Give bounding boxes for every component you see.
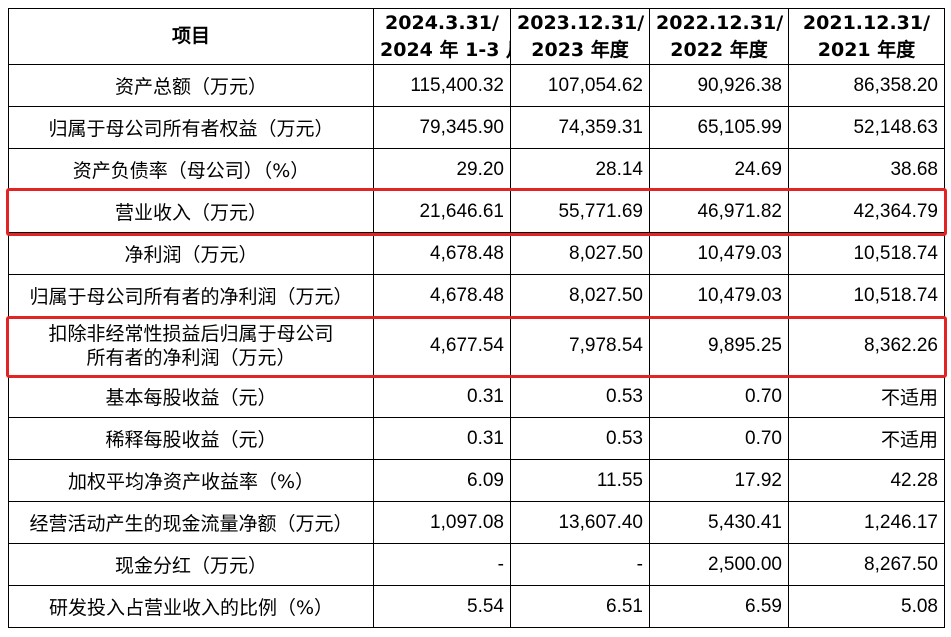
- cell-value: 6.59: [649, 585, 789, 628]
- cell-value: 28.14: [510, 148, 650, 191]
- cell-value: 65,105.99: [649, 106, 789, 149]
- header-row: 项目 2024.3.31/2024 年 1-3 月 2023.12.31/202…: [8, 8, 945, 65]
- cell-value: 10,518.74: [788, 274, 945, 317]
- financial-summary-table: 项目 2024.3.31/2024 年 1-3 月 2023.12.31/202…: [8, 8, 945, 628]
- cell-value: 8,027.50: [510, 232, 650, 275]
- cell-value: 10,479.03: [649, 232, 789, 275]
- cell-value: 42.28: [788, 459, 945, 502]
- table-row: 基本每股收益（元） 0.31 0.53 0.70 不适用: [8, 375, 945, 418]
- cell-value: 0.53: [510, 417, 650, 460]
- cell-value: -: [510, 543, 650, 586]
- cell-value: 0.53: [510, 375, 650, 418]
- row-label: 资产总额（万元）: [8, 64, 374, 107]
- cell-value: 74,359.31: [510, 106, 650, 149]
- table-row-deducted-net-profit: 扣除非经常性损益后归属于母公司 所有者的净利润（万元） 4,677.54 7,9…: [8, 316, 945, 376]
- cell-value: 4,678.48: [373, 274, 511, 317]
- cell-value: 不适用: [788, 417, 945, 460]
- cell-value: 2,500.00: [649, 543, 789, 586]
- cell-value: 7,978.54: [510, 316, 650, 376]
- cell-value: 21,646.61: [373, 190, 511, 233]
- row-label-line-2: 所有者的净利润（万元）: [86, 347, 296, 369]
- cell-value: 1,246.17: [788, 501, 945, 544]
- table-row: 资产负债率（母公司）（%） 29.20 28.14 24.69 38.68: [8, 148, 945, 191]
- header-period-2021: 2021.12.31/2021 年度: [788, 8, 945, 65]
- cell-value: 5.54: [373, 585, 511, 628]
- row-label: 营业收入（万元）: [8, 190, 374, 233]
- cell-value: 9,895.25: [649, 316, 789, 376]
- table-row: 归属于母公司所有者权益（万元） 79,345.90 74,359.31 65,1…: [8, 106, 945, 149]
- header-item: 项目: [8, 8, 374, 65]
- row-label: 研发投入占营业收入的比例（%）: [8, 585, 374, 628]
- cell-value: 1,097.08: [373, 501, 511, 544]
- cell-value: 0.31: [373, 417, 511, 460]
- table-row-revenue: 营业收入（万元） 21,646.61 55,771.69 46,971.82 4…: [8, 190, 945, 233]
- table-row: 稀释每股收益（元） 0.31 0.53 0.70 不适用: [8, 417, 945, 460]
- row-label-line-1: 扣除非经常性损益后归属于母公司: [48, 323, 334, 345]
- cell-value: 6.51: [510, 585, 650, 628]
- row-label: 现金分红（万元）: [8, 543, 374, 586]
- row-label: 扣除非经常性损益后归属于母公司 所有者的净利润（万元）: [8, 316, 374, 376]
- table-row: 资产总额（万元） 115,400.32 107,054.62 90,926.38…: [8, 64, 945, 107]
- header-period-2022: 2022.12.31/2022 年度: [649, 8, 789, 65]
- cell-value: 29.20: [373, 148, 511, 191]
- cell-value: 107,054.62: [510, 64, 650, 107]
- cell-value: 0.31: [373, 375, 511, 418]
- cell-value: 55,771.69: [510, 190, 650, 233]
- cell-value: 42,364.79: [788, 190, 945, 233]
- cell-value: 10,518.74: [788, 232, 945, 275]
- table-row: 净利润（万元） 4,678.48 8,027.50 10,479.03 10,5…: [8, 232, 945, 275]
- cell-value: 5.08: [788, 585, 945, 628]
- cell-value: 4,678.48: [373, 232, 511, 275]
- cell-value: 115,400.32: [373, 64, 511, 107]
- cell-value: 6.09: [373, 459, 511, 502]
- cell-value: 4,677.54: [373, 316, 511, 376]
- cell-value: 11.55: [510, 459, 650, 502]
- cell-value: 17.92: [649, 459, 789, 502]
- cell-value: 13,607.40: [510, 501, 650, 544]
- row-label: 归属于母公司所有者的净利润（万元）: [8, 274, 374, 317]
- row-label: 基本每股收益（元）: [8, 375, 374, 418]
- cell-value: 52,148.63: [788, 106, 945, 149]
- cell-value: 24.69: [649, 148, 789, 191]
- row-label: 归属于母公司所有者权益（万元）: [8, 106, 374, 149]
- cell-value: -: [373, 543, 511, 586]
- row-label: 经营活动产生的现金流量净额（万元）: [8, 501, 374, 544]
- table-row: 研发投入占营业收入的比例（%） 5.54 6.51 6.59 5.08: [8, 585, 945, 628]
- header-period-2023: 2023.12.31/2023 年度: [510, 8, 650, 65]
- cell-value: 0.70: [649, 375, 789, 418]
- cell-value: 0.70: [649, 417, 789, 460]
- table-row: 归属于母公司所有者的净利润（万元） 4,678.48 8,027.50 10,4…: [8, 274, 945, 317]
- row-label: 净利润（万元）: [8, 232, 374, 275]
- cell-value: 79,345.90: [373, 106, 511, 149]
- cell-value: 90,926.38: [649, 64, 789, 107]
- cell-value: 不适用: [788, 375, 945, 418]
- cell-value: 8,027.50: [510, 274, 650, 317]
- row-label: 稀释每股收益（元）: [8, 417, 374, 460]
- row-label: 加权平均净资产收益率（%）: [8, 459, 374, 502]
- cell-value: 86,358.20: [788, 64, 945, 107]
- table-row: 现金分红（万元） - - 2,500.00 8,267.50: [8, 543, 945, 586]
- cell-value: 8,362.26: [788, 316, 945, 376]
- row-label: 资产负债率（母公司）（%）: [8, 148, 374, 191]
- cell-value: 46,971.82: [649, 190, 789, 233]
- cell-value: 38.68: [788, 148, 945, 191]
- cell-value: 8,267.50: [788, 543, 945, 586]
- cell-value: 5,430.41: [649, 501, 789, 544]
- table-row: 加权平均净资产收益率（%） 6.09 11.55 17.92 42.28: [8, 459, 945, 502]
- header-period-2024q1: 2024.3.31/2024 年 1-3 月: [373, 8, 511, 65]
- table-row: 经营活动产生的现金流量净额（万元） 1,097.08 13,607.40 5,4…: [8, 501, 945, 544]
- cell-value: 10,479.03: [649, 274, 789, 317]
